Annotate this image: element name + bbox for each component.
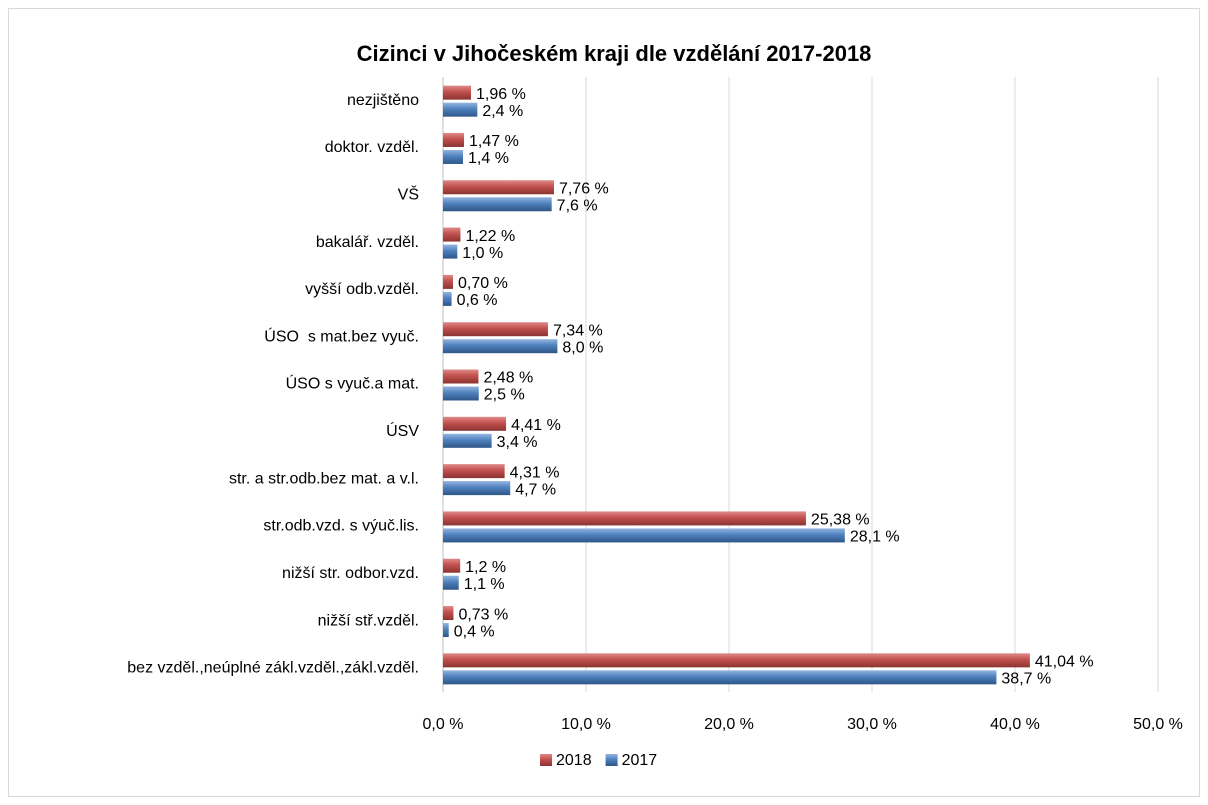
bar	[443, 197, 552, 212]
value-label: 7,6 %	[557, 197, 598, 214]
bar	[443, 653, 1030, 668]
bar	[443, 274, 454, 289]
x-tick-label: 50,0 %	[1133, 716, 1183, 733]
value-label: 3,4 %	[497, 434, 538, 451]
value-label: 41,04 %	[1035, 654, 1094, 671]
bar	[443, 623, 449, 638]
bar	[443, 575, 459, 590]
value-label: 2,5 %	[484, 387, 525, 404]
bar	[443, 528, 845, 543]
y-tick-label: VŠ	[398, 184, 419, 203]
value-label: 0,6 %	[457, 292, 498, 309]
legend-label: 2017	[622, 752, 658, 769]
bar	[443, 606, 454, 621]
bar	[443, 369, 479, 384]
bar	[443, 102, 478, 117]
value-label: 1,22 %	[465, 228, 515, 245]
value-label: 1,47 %	[469, 133, 519, 150]
value-label: 4,41 %	[511, 417, 561, 434]
y-tick-label: str.odb.vzd. s výuč.lis.	[263, 518, 419, 535]
bar	[443, 464, 505, 479]
y-tick-label: nižší str. odbor.vzd.	[282, 565, 419, 582]
y-tick-label: ÚSV	[386, 421, 419, 440]
bar	[443, 149, 464, 164]
bar	[443, 291, 452, 306]
bar	[443, 386, 479, 401]
x-tick-label: 40,0 %	[990, 716, 1040, 733]
bar	[443, 558, 461, 573]
bar	[443, 180, 554, 195]
y-tick-label: vyšší odb.vzděl.	[305, 281, 419, 298]
y-tick-label: bez vzděl.,neúplné zákl.vzděl.,zákl.vzdě…	[127, 660, 419, 677]
value-label: 1,4 %	[468, 150, 509, 167]
value-label: 1,96 %	[476, 86, 526, 103]
x-tick-label: 30,0 %	[847, 716, 897, 733]
value-label: 0,4 %	[454, 623, 495, 640]
legend-swatch	[605, 754, 618, 766]
value-label: 1,2 %	[465, 559, 506, 576]
value-label: 1,0 %	[462, 245, 503, 262]
value-label: 2,48 %	[483, 370, 533, 387]
legend-label: 2018	[556, 752, 592, 769]
bar	[443, 227, 461, 242]
y-tick-label: nezjištěno	[347, 92, 419, 109]
bar	[443, 322, 548, 337]
value-label: 4,7 %	[515, 481, 556, 498]
bar	[443, 670, 997, 685]
value-label: 1,1 %	[464, 576, 505, 593]
bar	[443, 85, 472, 100]
x-tick-label: 20,0 %	[704, 716, 754, 733]
value-label: 0,73 %	[458, 606, 508, 623]
bar	[443, 481, 511, 496]
value-label: 38,7 %	[1001, 671, 1051, 688]
y-tick-label: ÚSO s vyuč.a mat.	[286, 374, 419, 393]
y-tick-label: str. a str.odb.bez mat. a v.l.	[229, 470, 419, 487]
bar	[443, 244, 458, 259]
chart-title: Cizinci v Jihočeském kraji dle vzdělání …	[357, 41, 872, 66]
bar	[443, 339, 558, 354]
y-tick-label: nižší stř.vzděl.	[318, 612, 419, 629]
x-tick-label: 0,0 %	[423, 716, 464, 733]
value-label: 8,0 %	[562, 339, 603, 356]
value-label: 25,38 %	[811, 512, 870, 529]
bar	[443, 416, 507, 431]
legend-swatch	[540, 754, 552, 766]
bar	[443, 433, 492, 448]
value-label: 4,31 %	[510, 464, 560, 481]
y-tick-label: ÚSO s mat.bez vyuč.	[264, 326, 419, 345]
value-label: 2,4 %	[482, 103, 523, 120]
bar	[443, 132, 465, 147]
x-tick-label: 10,0 %	[561, 716, 611, 733]
value-label: 7,34 %	[553, 322, 603, 339]
value-label: 7,76 %	[559, 180, 609, 197]
y-tick-label: doktor. vzděl.	[325, 139, 419, 156]
value-label: 0,70 %	[458, 275, 508, 292]
value-label: 28,1 %	[850, 529, 900, 546]
y-tick-label: bakalář. vzděl.	[316, 234, 419, 251]
bar	[443, 511, 806, 526]
